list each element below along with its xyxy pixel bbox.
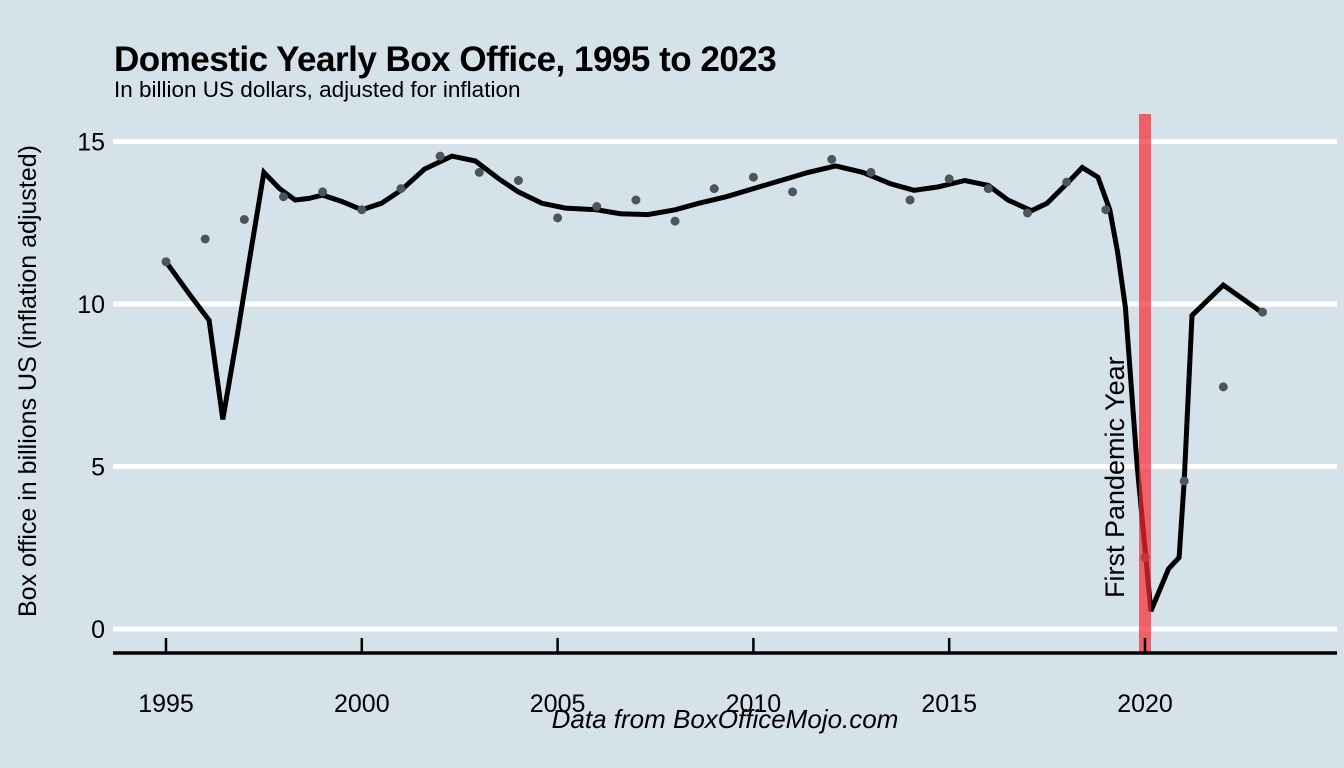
x-tick-label-2015: 2015: [921, 690, 977, 718]
data-point-2010: [748, 172, 758, 182]
data-point-2001: [396, 184, 406, 194]
data-point-2009: [709, 184, 719, 194]
chart-subtitle: In billion US dollars, adjusted for infl…: [114, 77, 521, 102]
y-tick-label-15: 15: [77, 129, 105, 157]
data-point-1998: [278, 192, 288, 202]
data-point-1996: [200, 234, 210, 244]
y-tick-label-10: 10: [77, 291, 105, 319]
pandemic-highlight-bar: [1139, 114, 1151, 653]
data-point-2004: [513, 176, 523, 185]
data-point-2014: [905, 195, 915, 205]
data-point-1997: [239, 215, 249, 224]
chart-title: Domestic Yearly Box Office, 1995 to 2023: [114, 40, 777, 79]
data-point-2011: [788, 187, 798, 197]
data-point-2021: [1179, 476, 1189, 486]
data-point-1999: [318, 187, 328, 197]
chart-caption: Data from BoxOfficeMojo.com: [551, 704, 899, 734]
data-point-2015: [944, 174, 954, 184]
x-tick-label-1995: 1995: [138, 690, 194, 718]
data-point-2017: [1023, 208, 1033, 218]
y-tick-label-0: 0: [91, 616, 105, 644]
data-point-1995: [161, 257, 171, 267]
data-point-2016: [983, 184, 993, 194]
data-point-2003: [474, 167, 484, 177]
data-point-2005: [553, 213, 563, 223]
trend-line: [163, 153, 1264, 613]
data-point-2008: [670, 216, 680, 226]
data-point-2002: [435, 151, 445, 161]
data-point-2018: [1062, 177, 1072, 187]
data-point-2019: [1101, 205, 1111, 215]
pandemic-annotation-label: First Pandemic Year: [1100, 356, 1130, 598]
x-tick-label-2005: 2005: [530, 690, 586, 718]
x-tick-label-2000: 2000: [334, 690, 390, 718]
data-point-2007: [631, 195, 641, 205]
data-point-2023: [1257, 307, 1267, 317]
data-point-2022: [1218, 382, 1228, 392]
data-point-2012: [827, 154, 837, 164]
x-tick-label-2020: 2020: [1117, 690, 1173, 718]
data-point-2013: [866, 167, 876, 177]
x-tick-label-2010: 2010: [726, 690, 782, 718]
data-point-2000: [357, 205, 367, 215]
y-tick-label-5: 5: [91, 454, 105, 482]
data-point-2006: [592, 202, 602, 211]
